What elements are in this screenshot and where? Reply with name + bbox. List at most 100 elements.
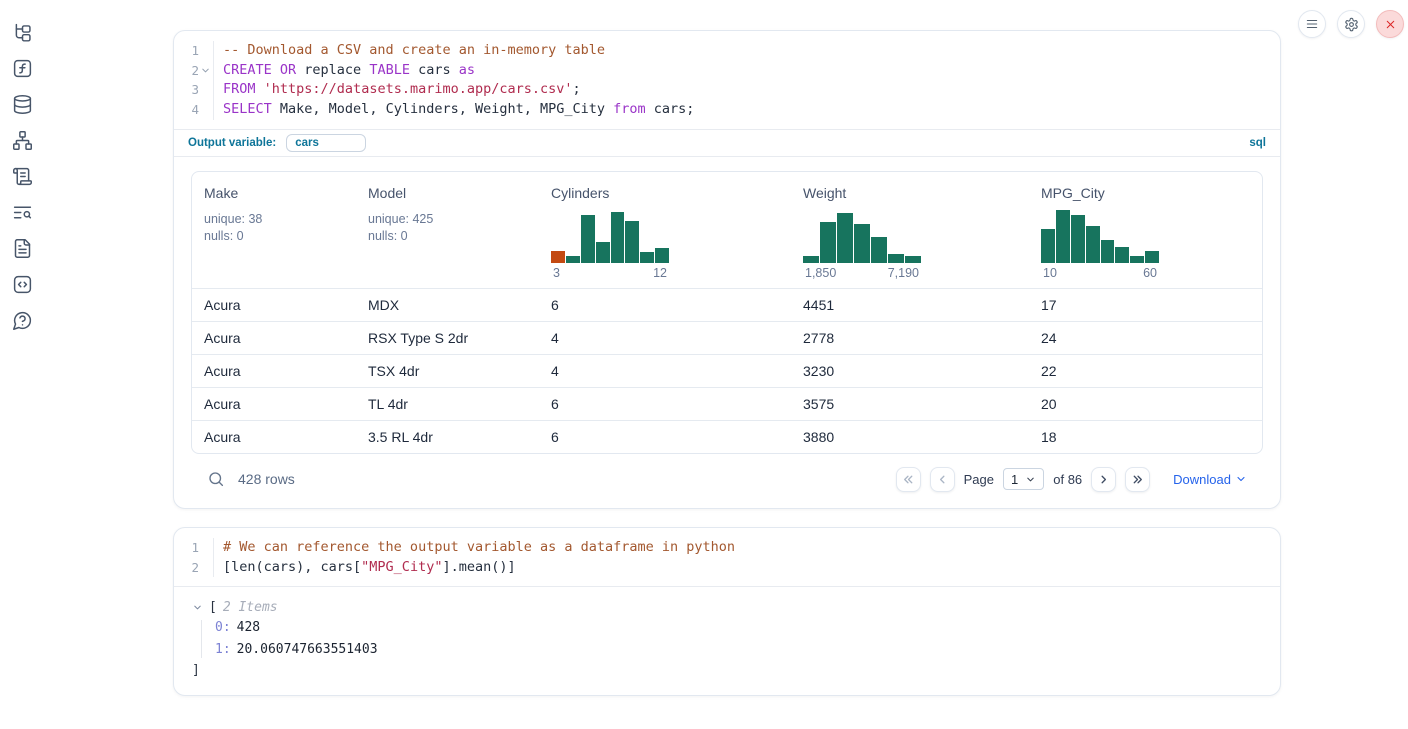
close-bracket: ] — [192, 663, 200, 679]
code-line: 3 FROM 'https://datasets.marimo.app/cars… — [174, 80, 1280, 101]
line-number: 2 — [191, 62, 199, 78]
table-of-contents-icon[interactable] — [12, 202, 33, 223]
table-row: Acura TSX 4dr 4 3230 22 — [192, 353, 1262, 387]
language-tag[interactable]: sql — [1249, 136, 1266, 149]
histogram-max-label: 12 — [653, 265, 667, 280]
notebook-actions — [1298, 10, 1404, 38]
sql-comment: -- Download a CSV and create an in-memor… — [223, 42, 606, 58]
cell-make: Acura — [204, 329, 241, 346]
logs-icon[interactable] — [12, 166, 33, 187]
cell-mpg-city: 22 — [1041, 362, 1057, 379]
table-row: Acura 3.5 RL 4dr 6 3880 18 — [192, 419, 1262, 453]
column-nulls-stat: nulls: 0 — [368, 228, 408, 243]
variables-icon[interactable] — [12, 58, 33, 79]
python-cell: 1 # We can reference the output variable… — [173, 526, 1281, 697]
row-count: 428 rows — [238, 471, 295, 488]
data-table: Make unique: 38 nulls: 0 Model unique: 4… — [191, 170, 1263, 454]
collapse-chevron-icon[interactable] — [192, 602, 203, 613]
snippets-icon[interactable] — [12, 274, 33, 295]
python-comment: # We can reference the output variable a… — [223, 538, 736, 555]
settings-button[interactable] — [1337, 10, 1365, 38]
last-page-button[interactable] — [1125, 466, 1151, 492]
cell-make: Acura — [204, 395, 241, 412]
tree-entry: 1: 20.060747663551403 — [215, 642, 1262, 658]
code-line: 4 SELECT Make, Model, Cylinders, Weight,… — [174, 100, 1280, 120]
next-page-button[interactable] — [1091, 466, 1117, 492]
cell-cylinders: 6 — [551, 395, 559, 412]
cell-weight: 2778 — [803, 329, 835, 346]
cell-weight: 3230 — [803, 362, 835, 379]
close-icon — [1386, 20, 1394, 28]
line-number: 1 — [191, 43, 199, 58]
sql-output: Make unique: 38 nulls: 0 Model unique: 4… — [174, 157, 1280, 508]
column-header-mpg-city: MPG_City 10 60 — [1029, 172, 1262, 288]
weight-histogram[interactable] — [803, 209, 921, 263]
cell-weight: 3880 — [803, 428, 835, 445]
cell-cylinders: 6 — [551, 428, 559, 445]
cell-cylinders: 4 — [551, 362, 559, 379]
chevrons-right-icon — [1133, 475, 1143, 484]
entry-key: 1: — [215, 642, 231, 658]
open-bracket: [ — [209, 600, 217, 616]
table-row: Acura MDX 6 4451 17 — [192, 287, 1262, 321]
download-label: Download — [1173, 471, 1231, 487]
cylinders-histogram[interactable] — [551, 209, 669, 263]
code-line: 2 [len(cars), cars["MPG_City"].mean()] — [174, 557, 1280, 578]
table-row: Acura TL 4dr 6 3575 20 — [192, 386, 1262, 420]
code-line: 2 CREATE OR replace TABLE cars as — [174, 60, 1280, 81]
entry-key: 0: — [215, 620, 231, 636]
pagination: Page 1 of 86 Download — [895, 466, 1247, 492]
column-unique-stat: unique: 38 — [204, 211, 263, 226]
table-header: Make unique: 38 nulls: 0 Model unique: 4… — [192, 172, 1262, 288]
help-icon[interactable] — [12, 310, 33, 331]
previous-page-button[interactable] — [929, 466, 955, 492]
column-header-weight: Weight 1,850 7,190 — [791, 172, 1029, 288]
output-variable-label: Output variable: — [188, 136, 277, 149]
download-button[interactable]: Download — [1173, 472, 1247, 487]
mpg-city-histogram[interactable] — [1041, 209, 1159, 263]
data-sources-icon[interactable] — [12, 94, 33, 115]
sql-code-editor[interactable]: 1 -- Download a CSV and create an in-mem… — [174, 31, 1280, 129]
histogram-min-label: 3 — [553, 265, 560, 280]
histogram-max-label: 7,190 — [887, 265, 919, 280]
page-number-select[interactable]: 1 — [1003, 468, 1045, 491]
notebook: 1 -- Download a CSV and create an in-mem… — [173, 30, 1281, 697]
column-header-cylinders: Cylinders 3 12 — [539, 172, 791, 288]
hamburger-icon — [1306, 19, 1318, 29]
file-explorer-icon[interactable] — [12, 22, 33, 43]
documentation-icon[interactable] — [12, 238, 33, 259]
sql-cell: 1 -- Download a CSV and create an in-mem… — [173, 30, 1281, 509]
python-output-tree: [ 2 Items 0: 428 1: 20.060747663551403 ] — [174, 586, 1280, 695]
output-variable-input[interactable] — [286, 133, 367, 152]
code-line: 1 -- Download a CSV and create an in-mem… — [174, 41, 1280, 61]
cell-model: TSX 4dr — [368, 362, 420, 379]
cell-mpg-city: 18 — [1041, 428, 1057, 445]
fold-chevron-icon[interactable] — [200, 65, 211, 76]
column-title: Make — [204, 184, 239, 201]
cell-make: Acura — [204, 428, 241, 445]
histogram-min-label: 1,850 — [805, 265, 837, 280]
page-label: Page — [963, 471, 995, 487]
cell-mpg-city: 24 — [1041, 329, 1057, 346]
chevrons-left-icon — [903, 475, 913, 484]
python-code-editor[interactable]: 1 # We can reference the output variable… — [174, 528, 1280, 586]
cell-model: TL 4dr — [368, 395, 408, 412]
cell-mpg-city: 17 — [1041, 296, 1057, 313]
tree-entry: 0: 428 — [215, 620, 1262, 636]
current-page: 1 — [1011, 471, 1019, 487]
table-footer: 428 rows Page 1 of 86 — [191, 454, 1263, 508]
chevron-down-icon — [1027, 477, 1035, 482]
items-count-label: 2 Items — [222, 600, 278, 616]
column-nulls-stat: nulls: 0 — [204, 228, 244, 243]
menu-button[interactable] — [1298, 10, 1326, 38]
cell-cylinders: 6 — [551, 296, 559, 313]
chevron-right-icon — [1101, 475, 1107, 484]
shutdown-button[interactable] — [1376, 10, 1404, 38]
cell-model: MDX — [368, 296, 400, 313]
cell-weight: 4451 — [803, 296, 835, 313]
cell-make: Acura — [204, 362, 241, 379]
dependency-graph-icon[interactable] — [12, 130, 33, 151]
first-page-button[interactable] — [895, 466, 921, 492]
search-icon[interactable] — [207, 470, 225, 488]
chevron-left-icon — [939, 475, 945, 484]
